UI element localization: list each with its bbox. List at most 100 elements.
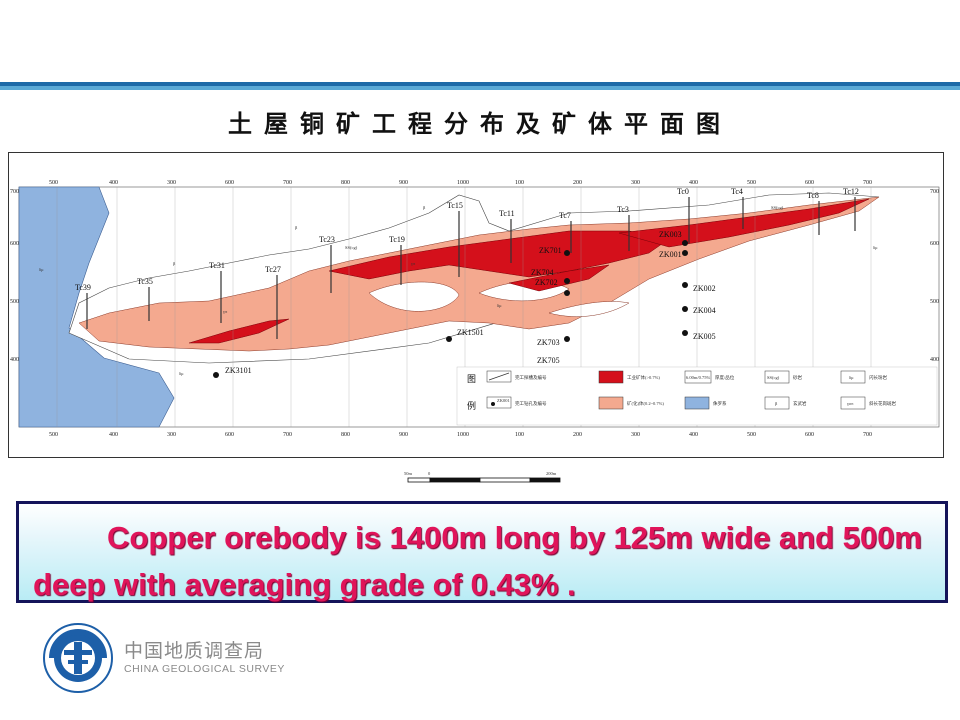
- borehole-marker: [682, 330, 688, 336]
- cgs-logo: [42, 622, 114, 694]
- trench-label: Tc23: [319, 235, 335, 244]
- org-name-en: CHINA GEOLOGICAL SURVEY: [124, 663, 285, 675]
- header-rule-dark: [0, 82, 960, 86]
- header-band: [0, 0, 960, 118]
- legend-basalt-swatch: [764, 396, 790, 410]
- bottom-tick-label: 200: [573, 432, 582, 438]
- bottom-tick-label: 500: [747, 432, 756, 438]
- legend-blue-swatch: [684, 396, 710, 410]
- borehole-marker: [682, 282, 688, 288]
- legend-label-grade: 厚度/品位: [715, 374, 735, 381]
- legend-title-bottom: 例: [467, 400, 476, 411]
- borehole-label: ZK001: [659, 250, 682, 259]
- jurassic-unit: [18, 186, 175, 428]
- legend-red-swatch: [598, 370, 624, 384]
- legend-label-sandstone: 砂岩: [793, 374, 802, 381]
- borehole-marker: [682, 250, 688, 256]
- top-tick-label: 400: [689, 180, 698, 186]
- trench-label: Tc39: [75, 283, 91, 292]
- barren-lens: [548, 301, 630, 317]
- svg-text:β: β: [775, 401, 778, 406]
- left-tick-label: 600: [10, 241, 19, 247]
- top-tick-label: 600: [225, 180, 234, 186]
- scale-bar: 50m 0 200m: [400, 466, 570, 492]
- trench-label: Tc4: [731, 187, 743, 196]
- legend-label-trench: 完工探槽及编号: [515, 374, 547, 381]
- trench-label: Tc19: [389, 235, 405, 244]
- legend-label-borehole: 完工钻孔及编号: [515, 400, 547, 407]
- top-tick-label: 500: [49, 180, 58, 186]
- legend-salmon-swatch: [598, 396, 624, 410]
- legend: 图 例 完工探槽及编号 ZK001 完工钻孔及编号 工业矿体(>0.7%) 矿(…: [456, 366, 938, 426]
- bottom-tick-label: 300: [631, 432, 640, 438]
- legend-label-granite: 斜长花岗斑岩: [869, 400, 896, 407]
- legend-title-top: 图: [467, 374, 476, 384]
- bottom-tick-label: 300: [167, 432, 176, 438]
- borehole-label: ZK702: [535, 278, 558, 287]
- bottom-tick-label: 700: [283, 432, 292, 438]
- trench-label: Tc27: [265, 265, 281, 274]
- borehole-label: ZK005: [693, 332, 716, 341]
- bottom-tick-label: 100: [515, 432, 524, 438]
- trench-label: Tc8: [807, 191, 819, 200]
- rock-code-label: γπ: [411, 261, 416, 266]
- rock-code-label: SS(cg): [345, 245, 358, 250]
- trench-label: Tc11: [499, 209, 515, 218]
- org-name-cn: 中国地质调查局: [124, 640, 265, 662]
- top-tick-label: 900: [399, 180, 408, 186]
- borehole-marker: [682, 306, 688, 312]
- rock-code-label: δμ: [179, 371, 184, 376]
- borehole-label: ZK704: [531, 268, 554, 277]
- barren-lens: [368, 281, 460, 312]
- rock-code-label: δμ: [873, 245, 878, 250]
- bottom-tick-label: 900: [399, 432, 408, 438]
- legend-label-jurassic: 侏罗系: [713, 400, 727, 407]
- trench-label: Tc7: [559, 211, 571, 220]
- right-tick-label: 600: [930, 241, 939, 247]
- right-tick-label: 400: [930, 357, 939, 363]
- top-tick-label: 700: [863, 180, 872, 186]
- industrial-orebody: [328, 230, 670, 280]
- svg-text:δμ: δμ: [849, 375, 854, 380]
- legend-label-diorite: 闪长玢岩: [869, 374, 887, 381]
- caption-text: Copper orebody is 1400m long by 125m wid…: [33, 520, 922, 602]
- left-tick-label: 500: [10, 299, 19, 305]
- industrial-orebody: [508, 264, 610, 292]
- rock-code-label: β: [295, 225, 298, 230]
- trench-label: Tc3: [617, 205, 629, 214]
- trench-label: Tc35: [137, 277, 153, 286]
- bottom-tick-label: 1000: [457, 432, 469, 438]
- top-tick-label: 300: [167, 180, 176, 186]
- header-rule-light: [0, 86, 960, 90]
- borehole-label: ZK002: [693, 284, 716, 293]
- bottom-tick-label: 600: [805, 432, 814, 438]
- borehole-marker: [564, 290, 570, 296]
- legend-label-mineralized: 矿(化)体(0.2~0.7%): [627, 400, 664, 407]
- legend-label-basalt: 玄武岩: [793, 400, 807, 407]
- scale-left: 50m: [404, 471, 413, 476]
- borehole-label: ZK703: [537, 338, 560, 347]
- top-tick-label: 700: [283, 180, 292, 186]
- bottom-tick-label: 400: [109, 432, 118, 438]
- legend-label-industrial: 工业矿体(>0.7%): [627, 374, 660, 381]
- rock-code-label: δμ: [497, 303, 502, 308]
- top-tick-label: 500: [747, 180, 756, 186]
- top-tick-label: 1000: [457, 180, 469, 186]
- borehole-marker: [564, 278, 570, 284]
- svg-text:SS(cg): SS(cg): [767, 375, 780, 380]
- borehole-label: ZK1501: [457, 328, 484, 337]
- trench-label: Tc31: [209, 261, 225, 270]
- svg-text:ZK001: ZK001: [497, 398, 510, 403]
- top-tick-label: 100: [515, 180, 524, 186]
- legend-granite-swatch: [840, 396, 866, 410]
- borehole-label: ZK003: [659, 230, 682, 239]
- trench-label: Tc12: [843, 187, 859, 196]
- legend-grade-swatch: [684, 370, 712, 384]
- map-canvas: Tc39 Tc35 Tc31 Tc27 Tc23 Tc19 Tc15 Tc11 Tc7 Tc3 Tc…: [10, 180, 940, 438]
- trench-label: Tc15: [447, 201, 463, 210]
- bottom-tick-label: 500: [49, 432, 58, 438]
- legend-sandstone-swatch: [764, 370, 790, 384]
- right-tick-label: 700: [930, 189, 939, 195]
- svg-text:γοπ: γοπ: [847, 401, 854, 406]
- borehole-marker: [682, 240, 688, 246]
